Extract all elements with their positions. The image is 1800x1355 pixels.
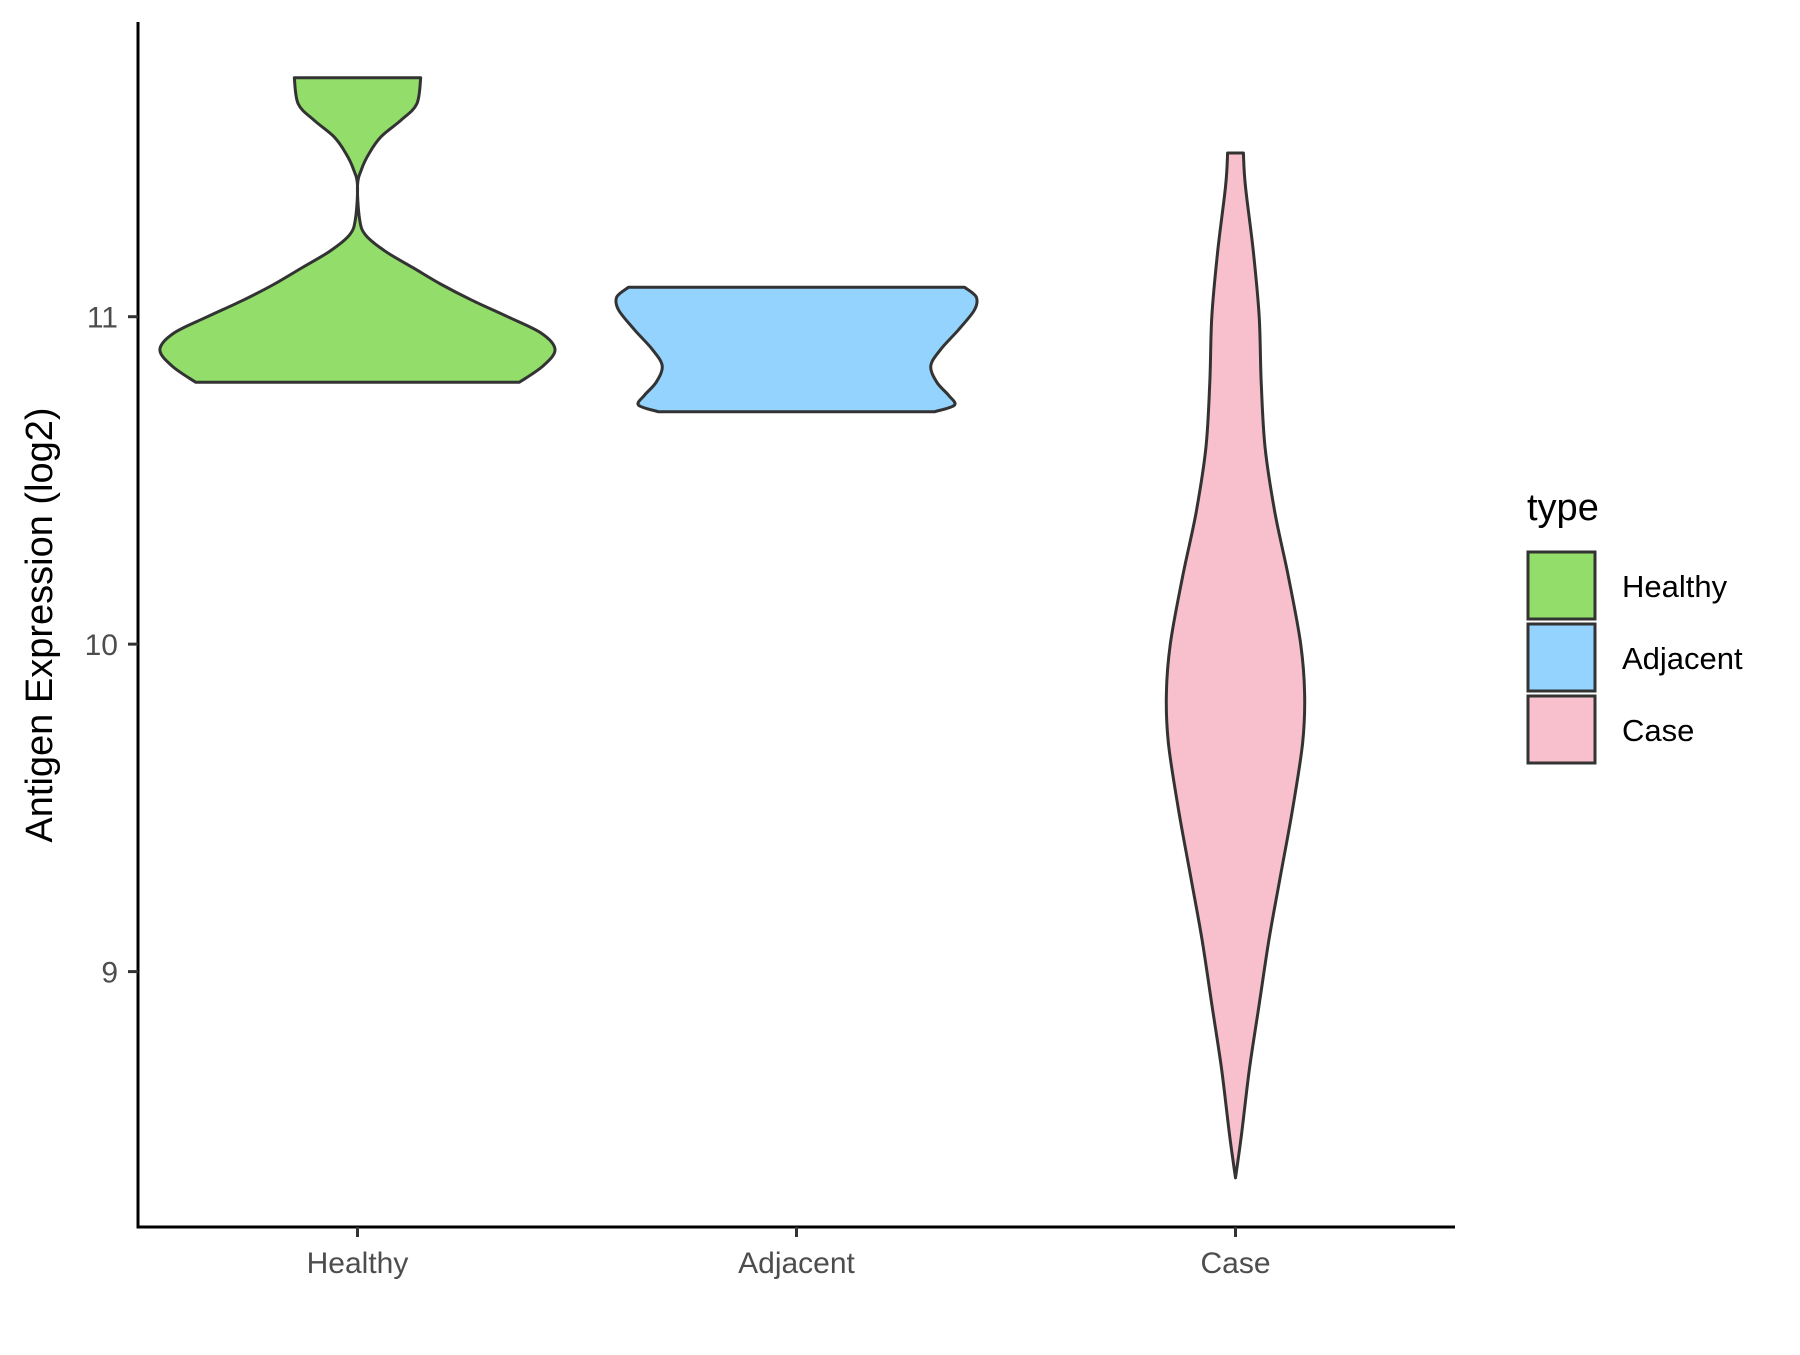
violin-case bbox=[1164, 151, 1307, 1180]
violin-adjacent bbox=[614, 285, 979, 414]
legend: type Healthy Adjacent Case bbox=[1526, 487, 1743, 765]
y-tick-label: 10 bbox=[85, 629, 118, 662]
legend-entries: Healthy Adjacent Case bbox=[1526, 550, 1743, 765]
legend-title: type bbox=[1527, 487, 1599, 529]
x-tick-label: Adjacent bbox=[738, 1247, 855, 1280]
violin-healthy bbox=[158, 76, 557, 384]
legend-label-case: Case bbox=[1622, 713, 1694, 748]
x-ticks: Healthy Adjacent Case bbox=[307, 1227, 1271, 1280]
y-ticks: 9 10 11 bbox=[85, 302, 138, 990]
x-tick-label: Healthy bbox=[307, 1247, 409, 1280]
legend-label-adjacent: Adjacent bbox=[1622, 641, 1743, 676]
x-tick-label: Case bbox=[1200, 1247, 1270, 1280]
y-axis-title: Antigen Expression (log2) bbox=[19, 407, 61, 842]
legend-swatch-case bbox=[1526, 694, 1597, 765]
violin-layer bbox=[158, 76, 1307, 1180]
y-tick-label: 9 bbox=[101, 957, 118, 990]
y-tick-label: 11 bbox=[87, 302, 118, 335]
legend-label-healthy: Healthy bbox=[1622, 569, 1728, 604]
legend-swatch-adjacent bbox=[1526, 622, 1597, 693]
legend-swatch-healthy bbox=[1526, 550, 1597, 621]
